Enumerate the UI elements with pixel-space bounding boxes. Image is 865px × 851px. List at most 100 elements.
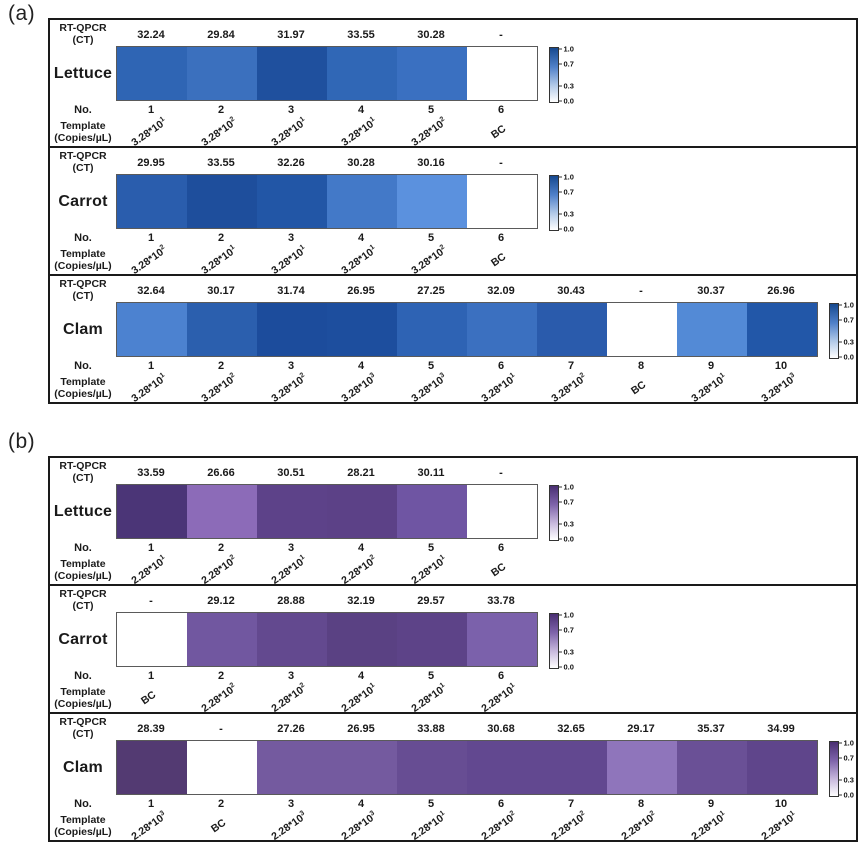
template-axis-label: Template (Copies/µL) xyxy=(50,246,116,274)
cell-number: 10 xyxy=(774,798,788,810)
heat-cell xyxy=(397,613,467,666)
ct-value: 30.16 xyxy=(417,157,445,169)
cell-numbers-row: 1 2 3 4 5 6 xyxy=(116,668,856,684)
ct-axis-label-line2: (CT) xyxy=(72,290,94,302)
template-value: 2.28*102 xyxy=(619,809,656,843)
cell-number: 2 xyxy=(217,232,225,244)
cell-number: 5 xyxy=(427,360,435,372)
cell-number: 1 xyxy=(147,798,155,810)
ct-axis-label-line1: RT-QPCR xyxy=(59,715,107,728)
ct-value: 30.51 xyxy=(277,467,305,479)
template-values-row: 3.28*102 3.28*101 3.28*101 3.28*101 3.28*102… xyxy=(116,243,856,277)
ct-value: 28.88 xyxy=(277,595,305,607)
template-value: 3.28*102 xyxy=(409,243,446,277)
heat-cell xyxy=(187,303,257,356)
template-values-row: 3.28*101 3.28*102 3.28*101 3.28*101 3.28*102… xyxy=(116,115,856,149)
sample-row-lettuce: RT-QPCR (CT) 33.59 26.66 30.51 28.21 30.11 - Let… xyxy=(48,456,858,587)
ct-value: 33.55 xyxy=(207,157,235,169)
cell-number: 7 xyxy=(567,798,575,810)
ct-value: 32.24 xyxy=(137,29,165,41)
no-axis-label: No. xyxy=(50,230,116,246)
template-value: 3.28*101 xyxy=(129,371,166,405)
template-values-row: 2.28*101 2.28*102 2.28*101 2.28*102 2.28*101… xyxy=(116,553,856,587)
heat-cell xyxy=(397,485,467,538)
cell-numbers-row: 1 2 3 4 5 6 7 8 9 10 xyxy=(116,358,863,374)
cell-number: 6 xyxy=(497,360,505,372)
no-axis-label: No. xyxy=(50,358,116,374)
ct-value: 30.68 xyxy=(487,723,515,735)
template-value: 3.28*101 xyxy=(689,371,726,405)
colorbar-tick: 0.7 xyxy=(839,753,854,762)
template-value: 2.28*101 xyxy=(129,553,166,587)
heat-cell xyxy=(397,47,467,100)
colorbar-tick: 0.3 xyxy=(559,210,574,219)
template-value: 3.28*101 xyxy=(129,115,166,149)
cell-number: 4 xyxy=(357,798,365,810)
template-values-row: 2.28*103 BC 2.28*103 2.28*103 2.28*101 2.28*1… xyxy=(116,809,863,843)
template-value: 2.28*102 xyxy=(269,681,306,715)
cell-number: 5 xyxy=(427,104,435,116)
heat-cell xyxy=(327,47,397,100)
sample-row-clam: RT-QPCR (CT) 32.64 30.17 31.74 26.95 27.25 32.0… xyxy=(48,274,858,405)
colorbar-tick: 0.0 xyxy=(559,663,574,672)
cell-numbers-row: 1 2 3 4 5 6 7 8 9 10 xyxy=(116,796,863,812)
heat-cell xyxy=(257,175,327,228)
no-axis-label-line1: No. xyxy=(74,103,92,116)
cell-number: 1 xyxy=(147,232,155,244)
heatmap-area: 1.0 0.7 0.3 0.0 xyxy=(116,739,863,800)
heat-cell xyxy=(187,613,257,666)
template-axis-label: Template (Copies/µL) xyxy=(50,118,116,146)
template-value: 2.28*101 xyxy=(339,681,376,715)
colorbar-gradient xyxy=(549,47,559,103)
colorbar-tick: 1.0 xyxy=(559,173,574,182)
heat-cell xyxy=(257,741,327,794)
ct-value: 30.28 xyxy=(417,29,445,41)
ct-axis-label-line1: RT-QPCR xyxy=(59,149,107,162)
heatmap-strip xyxy=(116,484,538,539)
heat-cell xyxy=(327,613,397,666)
colorbar: 1.0 0.7 0.3 0.0 xyxy=(549,45,583,106)
colorbar-tick: 1.0 xyxy=(559,483,574,492)
template-value: BC xyxy=(139,688,159,708)
template-axis-label-line2: (Copies/µL) xyxy=(54,698,112,710)
ct-values-row: 28.39 - 27.26 26.95 33.88 30.68 32.65 29.17 35.3… xyxy=(116,714,863,740)
ct-axis-label-line2: (CT) xyxy=(72,472,94,484)
ct-value: - xyxy=(639,285,643,297)
cell-number: 6 xyxy=(497,670,505,682)
template-value: 3.28*103 xyxy=(409,371,446,405)
no-axis-label-line1: No. xyxy=(74,231,92,244)
heat-cell xyxy=(397,303,467,356)
ct-value: 32.65 xyxy=(557,723,585,735)
heat-cell xyxy=(397,175,467,228)
ct-value: 29.12 xyxy=(207,595,235,607)
no-axis-label: No. xyxy=(50,540,116,556)
ct-axis-label: RT-QPCR (CT) xyxy=(50,458,116,484)
ct-value: 26.96 xyxy=(767,285,795,297)
species-label-line1: Lettuce xyxy=(53,64,113,82)
cell-number: 3 xyxy=(287,670,295,682)
cell-number: 10 xyxy=(774,360,788,372)
cell-number: 4 xyxy=(357,542,365,554)
heatmap-strip xyxy=(116,740,818,795)
colorbar-tick: 0.3 xyxy=(839,338,854,347)
template-values-row: 3.28*101 3.28*102 3.28*102 3.28*103 3.28*103… xyxy=(116,371,863,405)
heat-cell xyxy=(747,741,817,794)
panel-b-box: RT-QPCR (CT) 33.59 26.66 30.51 28.21 30.11- Let… xyxy=(48,456,858,843)
heat-cell xyxy=(117,741,187,794)
no-axis-label-line1: No. xyxy=(74,359,92,372)
heat-cell xyxy=(467,741,537,794)
heat-cell xyxy=(607,303,677,356)
cell-number: 3 xyxy=(287,798,295,810)
colorbar: 1.0 0.7 0.3 0.0 xyxy=(549,173,583,234)
cell-number: 8 xyxy=(637,360,645,372)
heat-cell xyxy=(257,485,327,538)
template-axis-label-line2: (Copies/µL) xyxy=(54,260,112,272)
template-value: 2.28*101 xyxy=(409,553,446,587)
colorbar-tick: 1.0 xyxy=(839,739,854,748)
heat-cell xyxy=(467,485,537,538)
ct-value: 34.99 xyxy=(767,723,795,735)
sample-row-carrot: RT-QPCR (CT) 29.95 33.55 32.26 30.28 30.16 - Car… xyxy=(48,146,858,277)
cell-number: 9 xyxy=(707,798,715,810)
ct-value: 30.28 xyxy=(347,157,375,169)
colorbar-tick: 0.7 xyxy=(559,497,574,506)
